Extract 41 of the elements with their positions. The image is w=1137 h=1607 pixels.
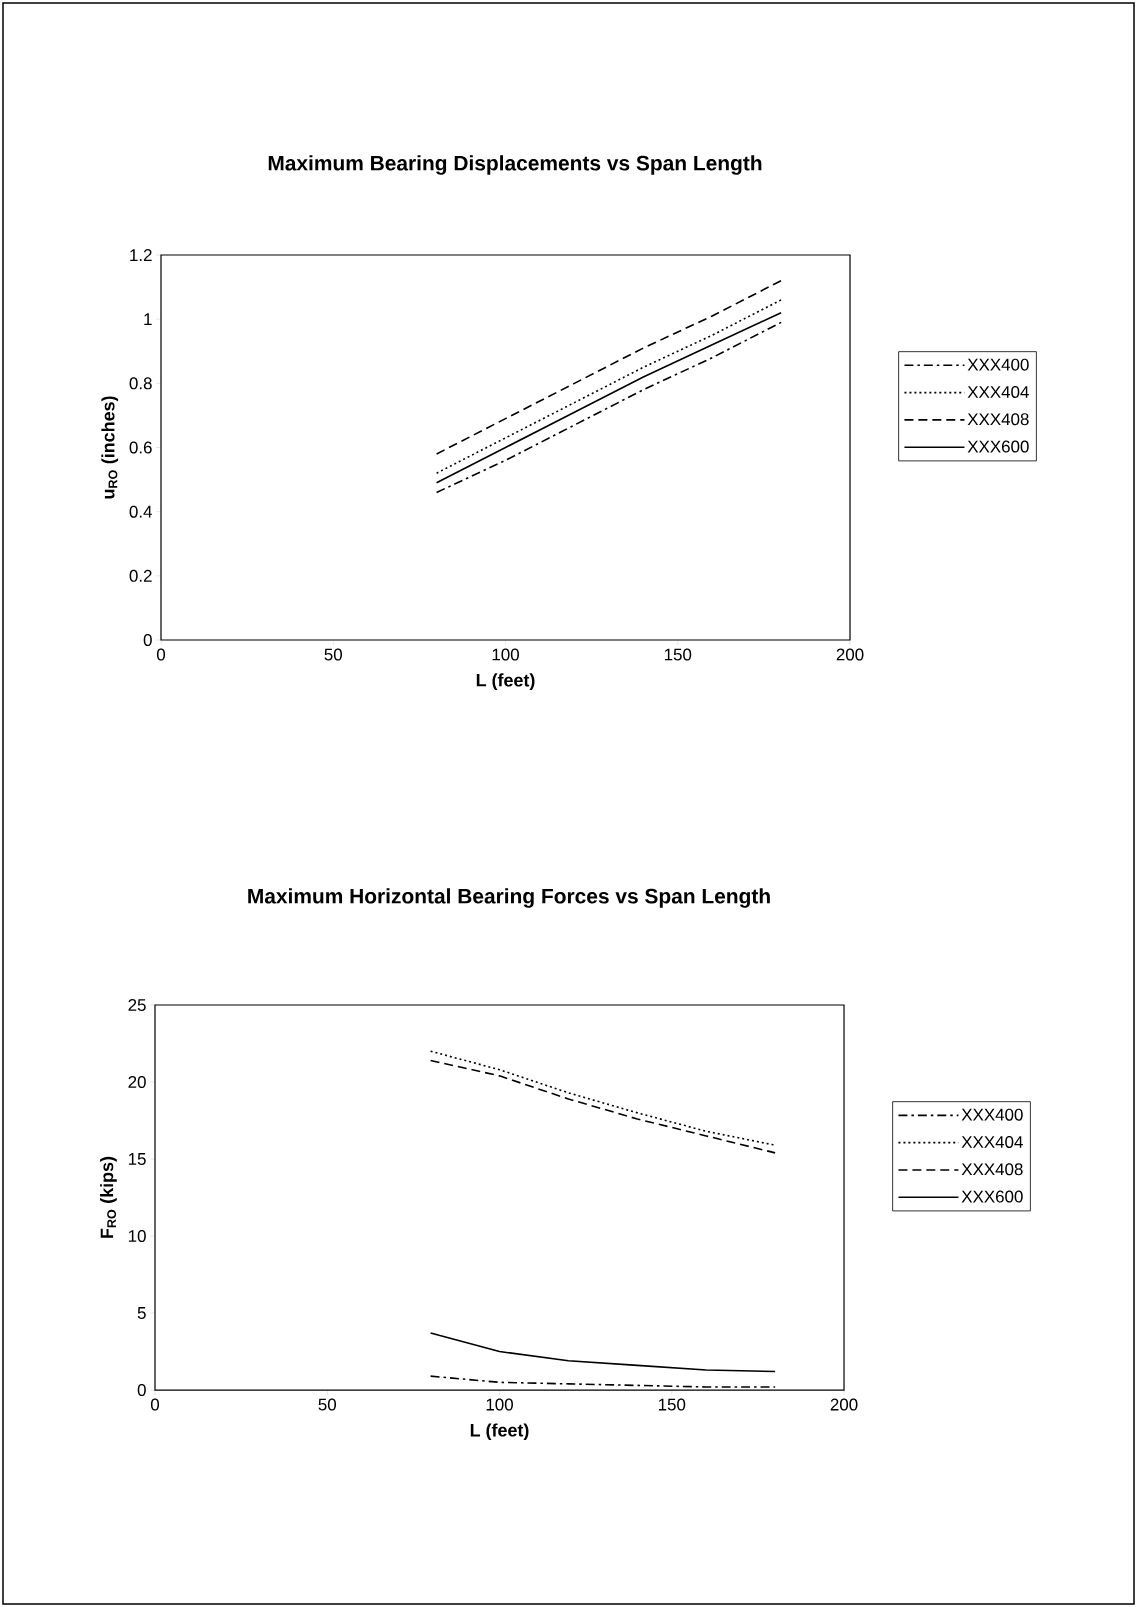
legend-label: XXX408 [961,1163,1023,1176]
x-axis-title: L (feet) [476,673,535,691]
y-axis-title: F$_{RO}$ (kips) [100,1156,117,1238]
x-tick-label: 100 [486,1398,513,1411]
y-tick-label: 0.4 [129,505,152,518]
x-tick-label: 150 [658,1398,686,1411]
legend-label: XXX400 [961,1108,1023,1121]
line-series [429,1375,776,1388]
x-tick-label: 50 [324,648,343,661]
legend-label: XXX404 [961,1135,1023,1148]
x-tick-label: 100 [492,648,519,661]
y-tick-label: 15 [128,1153,146,1165]
y-tick-label: 0 [137,1384,146,1397]
y-tick-label: 1.2 [130,249,152,261]
y-axis-title: u$_{RO}$ (inches) [101,396,119,499]
x-tick-label: 200 [836,648,864,661]
line-series [429,1059,776,1154]
x-tick-label: 0 [156,648,166,661]
y-tick-label: 25 [128,999,146,1012]
line-series [429,1050,776,1146]
chart-title: Maximum Horizontal Bearing Forces vs Span Length [248,888,770,908]
line-series [435,279,782,455]
y-tick-label: 5 [137,1307,146,1319]
y-tick-label: 10 [128,1230,146,1243]
legend-label: XXX600 [967,440,1029,453]
y-tick-label: 20 [128,1076,146,1089]
y-tick-label: 0.2 [129,569,152,582]
legend-label: XXX408 [967,413,1029,426]
y-tick-label: 0 [143,634,152,647]
y-tick-label: 1 [144,313,152,325]
x-tick-label: 150 [664,648,692,661]
x-axis-title: L (feet) [470,1423,529,1441]
legend-label: XXX404 [967,385,1029,398]
y-tick-label: 0.8 [129,377,152,390]
line-series [429,1332,776,1373]
y-tick-label: 0.6 [129,441,152,454]
legend-label: XXX400 [967,358,1029,371]
legend-label: XXX600 [961,1190,1023,1203]
x-tick-label: 200 [830,1398,858,1411]
chart-title: Maximum Bearing Displacements vs Span Length [268,155,762,175]
x-tick-label: 50 [318,1398,337,1411]
